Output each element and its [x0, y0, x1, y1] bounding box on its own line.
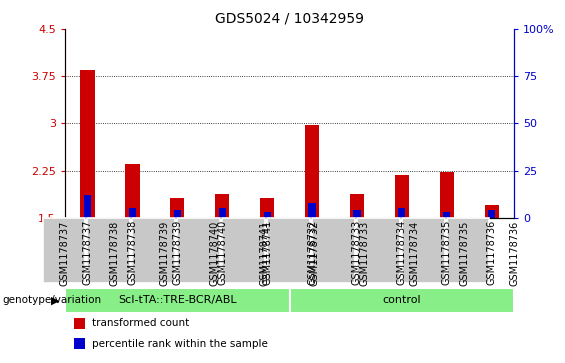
Text: GSM1178737: GSM1178737 — [82, 220, 93, 285]
Bar — [263, 212, 271, 218]
Bar — [353, 210, 360, 218]
Bar — [84, 195, 91, 218]
Text: control: control — [383, 295, 421, 305]
Bar — [485, 205, 499, 218]
Bar — [402, 218, 445, 283]
Bar — [312, 218, 355, 283]
Text: GSM1178736: GSM1178736 — [486, 220, 497, 285]
Bar — [398, 208, 406, 218]
Text: GSM1178733: GSM1178733 — [352, 220, 362, 285]
Text: ▶: ▶ — [51, 295, 59, 305]
Bar — [267, 218, 310, 283]
Bar — [440, 172, 454, 218]
Bar — [357, 218, 399, 283]
Bar — [132, 218, 175, 283]
Text: GSM1178734: GSM1178734 — [409, 221, 419, 286]
Text: GSM1178740: GSM1178740 — [210, 221, 220, 286]
Bar — [215, 194, 229, 218]
Bar — [42, 218, 85, 283]
Bar — [488, 210, 496, 218]
Bar — [74, 318, 85, 329]
Bar — [443, 212, 450, 218]
Bar — [80, 70, 94, 218]
Text: GSM1178732: GSM1178732 — [310, 221, 320, 286]
Text: percentile rank within the sample: percentile rank within the sample — [92, 339, 268, 348]
Text: GSM1178735: GSM1178735 — [442, 220, 452, 285]
Bar — [305, 125, 319, 218]
Bar — [222, 218, 265, 283]
Text: GSM1178741: GSM1178741 — [259, 221, 270, 286]
Text: GSM1178733: GSM1178733 — [359, 221, 370, 286]
Bar — [74, 338, 85, 349]
Bar — [177, 218, 220, 283]
Text: GSM1178738: GSM1178738 — [110, 221, 120, 286]
FancyBboxPatch shape — [289, 288, 514, 313]
Title: GDS5024 / 10342959: GDS5024 / 10342959 — [215, 11, 364, 25]
Bar — [350, 194, 364, 218]
Text: GSM1178738: GSM1178738 — [127, 220, 137, 285]
Bar — [395, 175, 409, 218]
Bar — [308, 203, 316, 218]
Text: GSM1178735: GSM1178735 — [459, 221, 470, 286]
Bar — [260, 198, 274, 218]
Text: GSM1178739: GSM1178739 — [172, 220, 182, 285]
Bar — [219, 208, 226, 218]
Text: GSM1178737: GSM1178737 — [60, 221, 70, 286]
Text: transformed count: transformed count — [92, 318, 189, 329]
Text: ScI-tTA::TRE-BCR/ABL: ScI-tTA::TRE-BCR/ABL — [118, 295, 237, 305]
Bar — [125, 164, 140, 218]
Text: GSM1178734: GSM1178734 — [397, 220, 407, 285]
Text: GSM1178740: GSM1178740 — [217, 220, 227, 285]
FancyBboxPatch shape — [65, 288, 289, 313]
Text: GSM1178732: GSM1178732 — [307, 220, 317, 285]
Text: GSM1178736: GSM1178736 — [509, 221, 519, 286]
Bar — [88, 218, 130, 283]
Text: GSM1178739: GSM1178739 — [160, 221, 170, 286]
Text: genotype/variation: genotype/variation — [3, 295, 102, 305]
Bar — [129, 208, 136, 218]
Bar — [447, 218, 489, 283]
Bar — [170, 198, 184, 218]
Bar — [173, 210, 181, 218]
Text: GSM1178741: GSM1178741 — [262, 220, 272, 285]
